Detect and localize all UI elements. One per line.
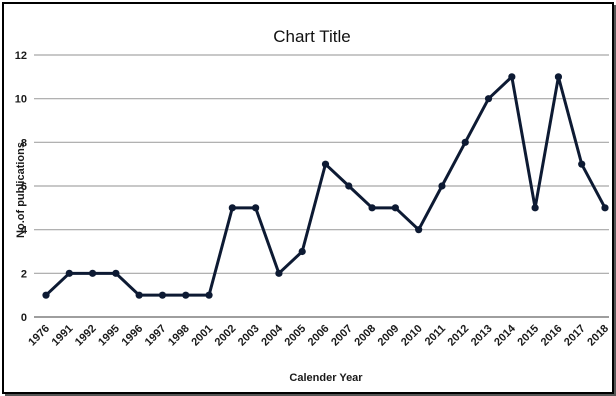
x-axis-label: Calender Year: [289, 372, 363, 384]
data-point: [508, 73, 516, 81]
y-tick-label: 10: [15, 94, 27, 106]
x-tick-label: 2012: [446, 323, 472, 349]
data-point: [554, 73, 563, 81]
x-tick-label: 1997: [143, 323, 169, 349]
x-tick-label: 2006: [306, 323, 332, 349]
data-point: [345, 182, 353, 190]
data-point: [158, 291, 167, 299]
data-point: [415, 226, 423, 234]
y-tick-label: 6: [21, 181, 27, 193]
data-point: [65, 269, 73, 277]
data-point: [298, 247, 306, 256]
x-tick-label: 2005: [283, 323, 309, 349]
gridlines: [34, 54, 609, 318]
y-tick-label: 8: [21, 137, 27, 149]
data-point: [135, 291, 143, 299]
x-tick-label: 2013: [469, 323, 495, 349]
y-axis-label: No.of publications: [15, 142, 27, 238]
x-tick-labels: 1976199119921995199619971998200120022003…: [26, 322, 611, 348]
x-tick-label: 2010: [399, 323, 425, 349]
y-tick-label: 2: [21, 268, 27, 280]
y-tick-label: 0: [21, 312, 27, 324]
x-tick-label: 2017: [562, 323, 588, 349]
x-tick-label: 2011: [423, 323, 448, 348]
data-point: [112, 269, 120, 277]
data-point: [42, 291, 50, 299]
data-point: [438, 182, 446, 190]
x-tick-label: 2018: [585, 323, 611, 349]
x-tick-label: 2007: [329, 323, 355, 349]
data-point: [461, 138, 469, 146]
data-point: [578, 160, 586, 168]
x-tick-label: 2014: [492, 322, 518, 348]
data-point: [321, 160, 330, 168]
x-tick-label: 2016: [539, 323, 565, 349]
data-point: [228, 204, 236, 212]
data-series: [42, 73, 609, 299]
data-point: [601, 204, 609, 212]
data-point: [88, 269, 97, 277]
x-tick-label: 1992: [73, 323, 99, 349]
x-tick-label: 1996: [119, 323, 145, 349]
chart-title: Chart Title: [273, 27, 350, 46]
data-point: [391, 204, 399, 212]
x-tick-label: 1995: [96, 323, 122, 349]
data-point: [531, 204, 539, 212]
data-point: [252, 204, 260, 212]
data-point: [182, 291, 190, 299]
x-tick-label: 2008: [352, 323, 378, 349]
data-point: [275, 269, 283, 277]
y-tick-labels: 0 2 4 6 8 10 12: [15, 50, 28, 324]
x-tick-label: 1998: [166, 323, 192, 349]
x-tick-label: 1991: [50, 323, 76, 349]
data-point: [368, 204, 376, 212]
data-point: [205, 291, 213, 299]
x-tick-label: 2004: [259, 322, 285, 348]
y-tick-label: 12: [15, 50, 27, 62]
x-tick-label: 2009: [376, 323, 402, 349]
x-tick-label: 1976: [26, 323, 52, 349]
x-tick-label: 2003: [236, 323, 262, 349]
x-tick-label: 2001: [189, 323, 215, 349]
x-tick-label: 2002: [213, 323, 239, 349]
y-tick-label: 4: [21, 225, 28, 237]
x-tick-label: 2015: [515, 323, 541, 349]
data-point: [484, 95, 493, 103]
